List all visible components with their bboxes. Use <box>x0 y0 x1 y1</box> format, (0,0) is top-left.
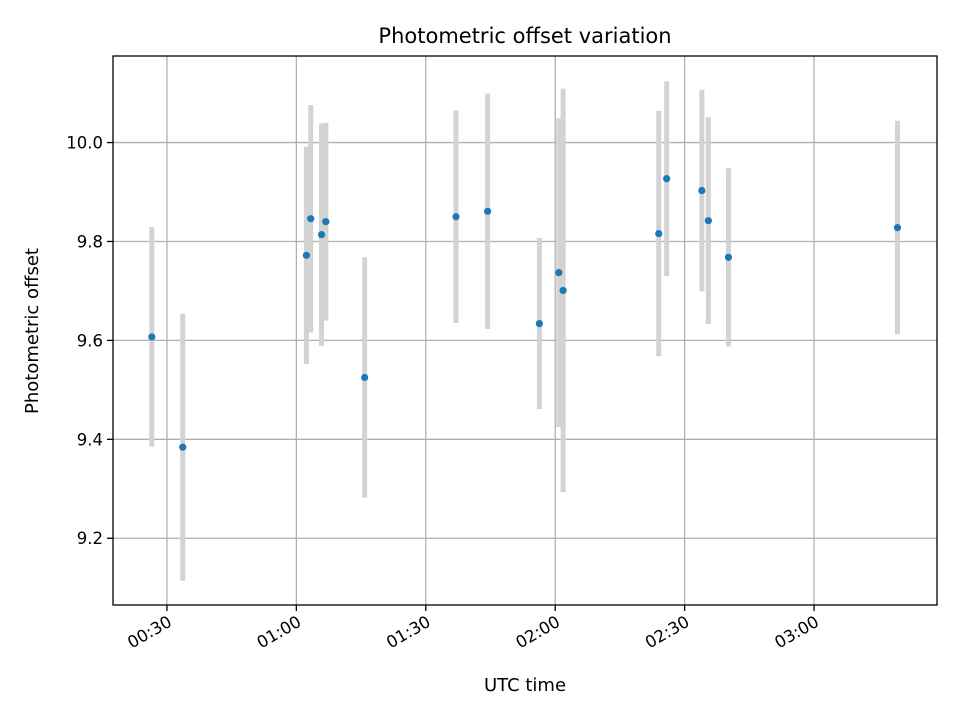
x-axis-label: UTC time <box>484 675 566 696</box>
data-point <box>317 230 326 239</box>
data-point <box>559 286 567 295</box>
data-point <box>361 373 369 382</box>
data-point <box>179 443 187 451</box>
data-point <box>893 224 902 232</box>
y-tick-label: 9.8 <box>77 232 103 251</box>
data-point <box>484 207 492 215</box>
plot-frame <box>112 55 938 606</box>
chart-title: Photometric offset variation <box>378 24 671 48</box>
data-point <box>302 251 311 259</box>
data-point <box>148 333 156 341</box>
data-point <box>655 229 663 238</box>
y-tick-label: 9.6 <box>77 331 103 350</box>
data-point <box>535 319 543 328</box>
grid <box>113 56 937 605</box>
data-point <box>663 175 671 183</box>
y-tick-label: 9.2 <box>77 529 103 548</box>
data-point <box>698 186 706 195</box>
data-point <box>704 217 712 225</box>
data-point <box>724 253 733 261</box>
y-axis-ticks: 9.2 9.4 9.6 9.8 10.0 <box>66 134 113 548</box>
data-point <box>307 215 315 223</box>
y-axis-label: Photometric offset <box>22 248 43 414</box>
data-point <box>322 218 330 226</box>
data-points <box>148 175 902 451</box>
y-tick-label: 9.4 <box>77 430 103 449</box>
data-point <box>452 213 460 221</box>
y-tick-label: 10.0 <box>66 134 103 153</box>
data-point <box>555 269 563 277</box>
